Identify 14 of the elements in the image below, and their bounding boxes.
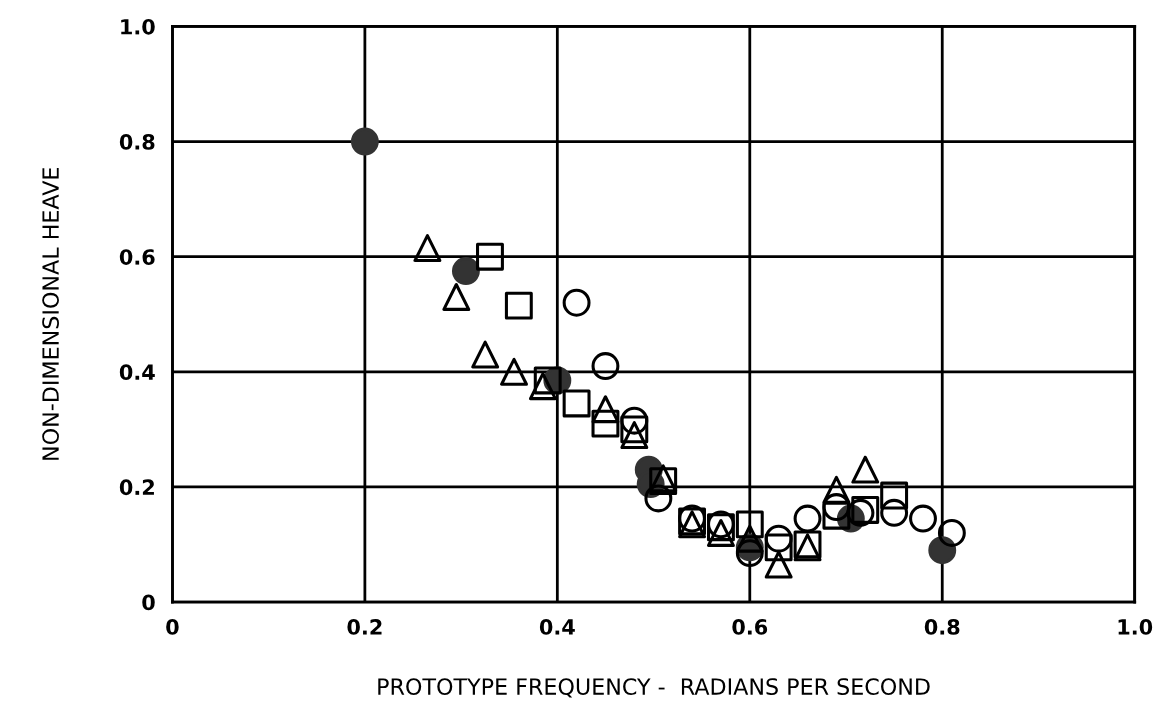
x-tick-label: 0.6 [732,619,768,635]
y-tick-label: 0.2 [119,479,154,496]
y-tick-label: 1.0 [121,18,155,35]
x-tick-label: 1.0 [1118,619,1153,635]
x-axis-title: PROTOTYPE FREQUENCY - RADIANS PER SECOND [378,678,930,698]
y-tick-label: 0.8 [119,134,155,150]
x-tick-label: 0 [166,619,179,635]
x-tick-label: 0.8 [924,619,960,635]
y-tick-label: 0.4 [119,364,155,381]
x-tick-label: 0.2 [347,619,382,635]
x-tick-label: 0.4 [539,619,575,635]
y-tick-label: 0.6 [119,249,155,265]
y-axis-title: NON-DIMENSIONAL HEAVE [42,167,59,460]
y-tick-label: 0 [142,594,155,611]
